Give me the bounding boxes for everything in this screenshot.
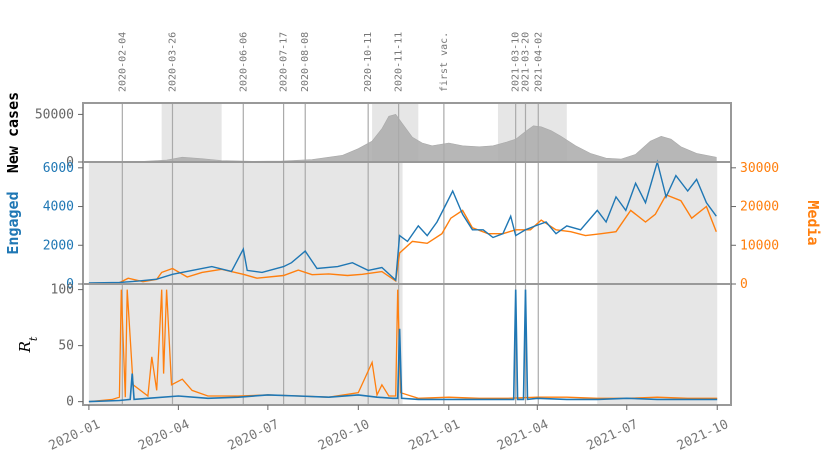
event-label: 2020-11-11 (394, 32, 405, 92)
x-tick-label: 2021-10 (675, 417, 731, 454)
event-label: first vac. (439, 32, 450, 92)
event-label: 2021-04-02 (533, 32, 544, 92)
cases-axis-title: New cases (4, 92, 22, 173)
media-y-tick-label: 0 (740, 277, 748, 292)
engaged-y-tick-label: 2000 (43, 238, 74, 253)
event-label: 2021-03-10 (511, 32, 522, 92)
rt-axis-title: Rt (16, 336, 40, 353)
rt-y-tick-label: 50 (58, 339, 74, 354)
rt-y-tick-label: 100 (51, 283, 74, 298)
event-label: 2020-10-11 (363, 32, 374, 92)
event-label: 2020-08-08 (300, 32, 311, 92)
shaded-region (88, 284, 403, 405)
cases-y-tick-label: 50000 (35, 107, 74, 122)
shaded-region (597, 284, 718, 405)
x-tick-label: 2020-01 (47, 417, 103, 454)
media-y-tick-label: 30000 (740, 161, 779, 176)
event-label: 2020-06-06 (238, 32, 249, 92)
x-tick-label: 2021-04 (495, 417, 551, 454)
event-label: 2020-03-26 (167, 32, 178, 92)
event-label: 2020-02-04 (117, 32, 128, 92)
shaded-region (597, 162, 718, 284)
event-label: 2021-03-20 (520, 32, 531, 92)
panel-frame-bottom (82, 283, 732, 406)
media-y-tick-label: 10000 (740, 238, 779, 253)
engaged-rt-line (88, 289, 718, 403)
cases-y-tick-label: 0 (66, 155, 74, 170)
x-tick-label: 2020-04 (136, 417, 192, 454)
rt-y-tick-label: 0 (66, 395, 74, 410)
rt-axis-title-sub: t (27, 336, 40, 341)
engaged-series-line (88, 159, 717, 284)
x-tick-label: 2020-07 (226, 417, 282, 454)
media-series-line (88, 194, 717, 284)
media-axis-title: Media (804, 200, 822, 245)
media-y-tick-label: 20000 (740, 200, 779, 215)
engaged-axis-title: Engaged (4, 191, 22, 254)
x-tick-label: 2021-07 (584, 417, 640, 454)
x-tick-label: 2021-01 (406, 417, 462, 454)
engaged-y-tick-label: 6000 (43, 161, 74, 176)
engaged-y-tick-label: 4000 (43, 200, 74, 215)
rt-axis-title-main: R (16, 341, 34, 353)
x-tick-label: 2020-10 (316, 417, 372, 454)
engaged-y-tick-label: 0 (66, 277, 74, 292)
event-label: 2020-07-17 (279, 32, 290, 92)
shaded-region (161, 103, 222, 162)
